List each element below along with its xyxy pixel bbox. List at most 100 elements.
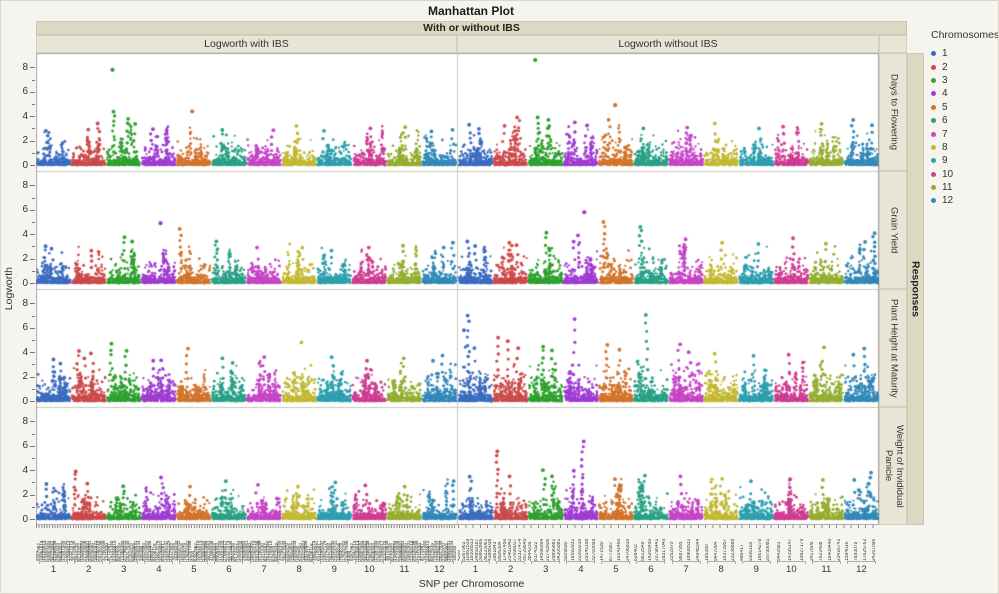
chromosome-bracket <box>741 561 771 564</box>
chromosome-number-label: 9 <box>753 564 759 575</box>
legend-item-chromosome-12[interactable]: 12 <box>931 194 997 207</box>
y-tick <box>32 482 35 484</box>
snp-tick-label: 24706810 <box>626 538 631 561</box>
y-tick <box>32 315 35 317</box>
chromosome-number-label: 4 <box>156 564 162 575</box>
legend-swatch-icon <box>931 91 936 97</box>
y-tick <box>30 494 35 496</box>
legend-item-label: 12 <box>942 195 954 207</box>
y-tick <box>30 519 35 520</box>
snp-tick-label: 14556994 <box>539 538 545 561</box>
snp-tick-label: 22260210 <box>577 538 583 561</box>
chromosome-bracket <box>39 561 69 564</box>
chromosome-bracket <box>601 561 631 564</box>
snp-tick-label: 9106118 <box>748 541 754 561</box>
snp-tick-label: 29145198 <box>584 538 590 561</box>
y-tick <box>30 401 35 402</box>
row-label-grain-yield: Grain Yield <box>879 171 907 289</box>
snp-tick-label: 1594016 <box>845 541 851 561</box>
y-tick-label: 2 <box>22 489 28 501</box>
snp-tick-label: 16373957 <box>722 538 728 561</box>
row-label-days-to-flowering: Days to Flowering <box>879 53 907 171</box>
chromosome-bracket <box>389 561 419 564</box>
legend-swatch-icon <box>931 64 936 70</box>
chromosome-number-label: 4 <box>578 564 584 575</box>
chromosome-bracket <box>706 561 736 564</box>
chromosome-bracket <box>636 561 666 564</box>
chromosome-number-label: 1 <box>50 564 57 575</box>
legend-item-label: 2 <box>942 61 948 73</box>
y-tick-label: 0 <box>22 513 28 525</box>
snp-tick-label: 20799081 <box>766 538 772 561</box>
legend-item-label: 11 <box>942 182 953 194</box>
x-tick-strip <box>458 525 879 528</box>
snp-tick-label: 23416741 <box>836 538 842 561</box>
legend-title: Chromosomes <box>931 29 999 41</box>
y-tick-label: 6 <box>22 204 28 216</box>
legend-item-label: 6 <box>942 115 948 127</box>
snp-axis-labels-left: 4300 5267962 10961519 18108513 24859187 30862… <box>36 525 457 561</box>
chromosome-number-label: 7 <box>261 564 267 575</box>
y-tick <box>32 104 35 105</box>
y-tick-label: 4 <box>22 110 28 122</box>
legend-item-chromosome-5[interactable]: 5 <box>931 101 997 114</box>
y-tick-label: 8 <box>22 297 28 309</box>
snp-tick-label: 22796441 <box>655 538 660 561</box>
legend-item-chromosome-11[interactable]: 11 <box>931 181 997 194</box>
snp-tick-label: 7693079 <box>854 541 860 561</box>
legend-item-chromosome-6[interactable]: 6 <box>931 114 997 127</box>
y-tick-label: 8 <box>22 61 28 73</box>
snp-tick-label: 628403 <box>633 544 639 561</box>
x-tick-strip <box>36 525 457 528</box>
snp-tick-label: 2252970 <box>669 541 675 561</box>
chromosome-number-label: 5 <box>613 564 619 575</box>
snp-tick-label: 17625762 <box>862 538 868 561</box>
snp-tick-label: 5029690 <box>563 541 569 561</box>
legend-swatch-icon <box>931 185 936 191</box>
y-tick <box>30 421 35 423</box>
y-tick <box>30 258 35 260</box>
snp-tick-label: 7622408 <box>819 541 824 561</box>
chromosomes-legend: Chromosomes 1 2 3 4 5 6 7 8 9 10 11 12 <box>931 29 999 208</box>
snp-tick-label: 23238888 <box>731 538 737 561</box>
snp-tick-label: 19927179 <box>800 538 805 561</box>
legend-item-chromosome-4[interactable]: 4 <box>931 87 997 100</box>
legend-swatch-icon <box>931 51 936 57</box>
legend-item-chromosome-2[interactable]: 2 <box>931 60 997 73</box>
chromosome-axis-right: 1 2 3 4 5 6 7 8 9 10 11 12 <box>458 561 879 577</box>
legend-item-chromosome-1[interactable]: 1 <box>931 47 997 60</box>
chromosome-number-label: 11 <box>821 564 832 575</box>
legend-item-chromosome-10[interactable]: 10 <box>931 168 997 181</box>
chromosome-number-label: 10 <box>786 564 797 575</box>
legend-swatch-icon <box>931 77 936 83</box>
legend-items: 1 2 3 4 5 6 7 8 9 10 11 12 <box>931 47 997 208</box>
y-tick <box>30 91 35 93</box>
chromosome-bracket <box>776 561 806 564</box>
snp-tick-label: 2961843 <box>492 541 498 561</box>
chromosome-bracket <box>424 561 454 564</box>
page-title: Manhattan Plot <box>428 4 514 18</box>
legend-item-chromosome-8[interactable]: 8 <box>931 141 997 154</box>
snp-tick-label: 8772567 <box>608 541 614 561</box>
legend-item-label: 5 <box>942 101 948 113</box>
column-header-with-ibs: Logworth with IBS <box>36 35 457 53</box>
snp-tick-label: 22743506 <box>545 538 551 561</box>
chromosome-bracket <box>284 561 314 564</box>
snp-tick-label: 28317040 <box>662 538 667 561</box>
header-corner <box>879 35 907 53</box>
legend-swatch-icon <box>931 104 936 110</box>
snp-tick-label: 18908531 <box>687 538 693 561</box>
legend-item-label: 7 <box>942 128 948 140</box>
y-tick <box>30 140 35 142</box>
legend-item-chromosome-7[interactable]: 7 <box>931 127 997 140</box>
plot-area[interactable] <box>36 53 879 525</box>
legend-item-chromosome-9[interactable]: 9 <box>931 154 997 167</box>
legend-swatch-icon <box>931 198 936 204</box>
chromosome-bracket <box>179 561 209 564</box>
legend-item-chromosome-3[interactable]: 3 <box>931 74 997 87</box>
y-tick <box>30 327 35 329</box>
y-tick <box>32 388 35 390</box>
scatter-canvas[interactable] <box>36 53 879 525</box>
chromosome-bracket <box>74 561 104 564</box>
y-tick <box>32 506 35 508</box>
